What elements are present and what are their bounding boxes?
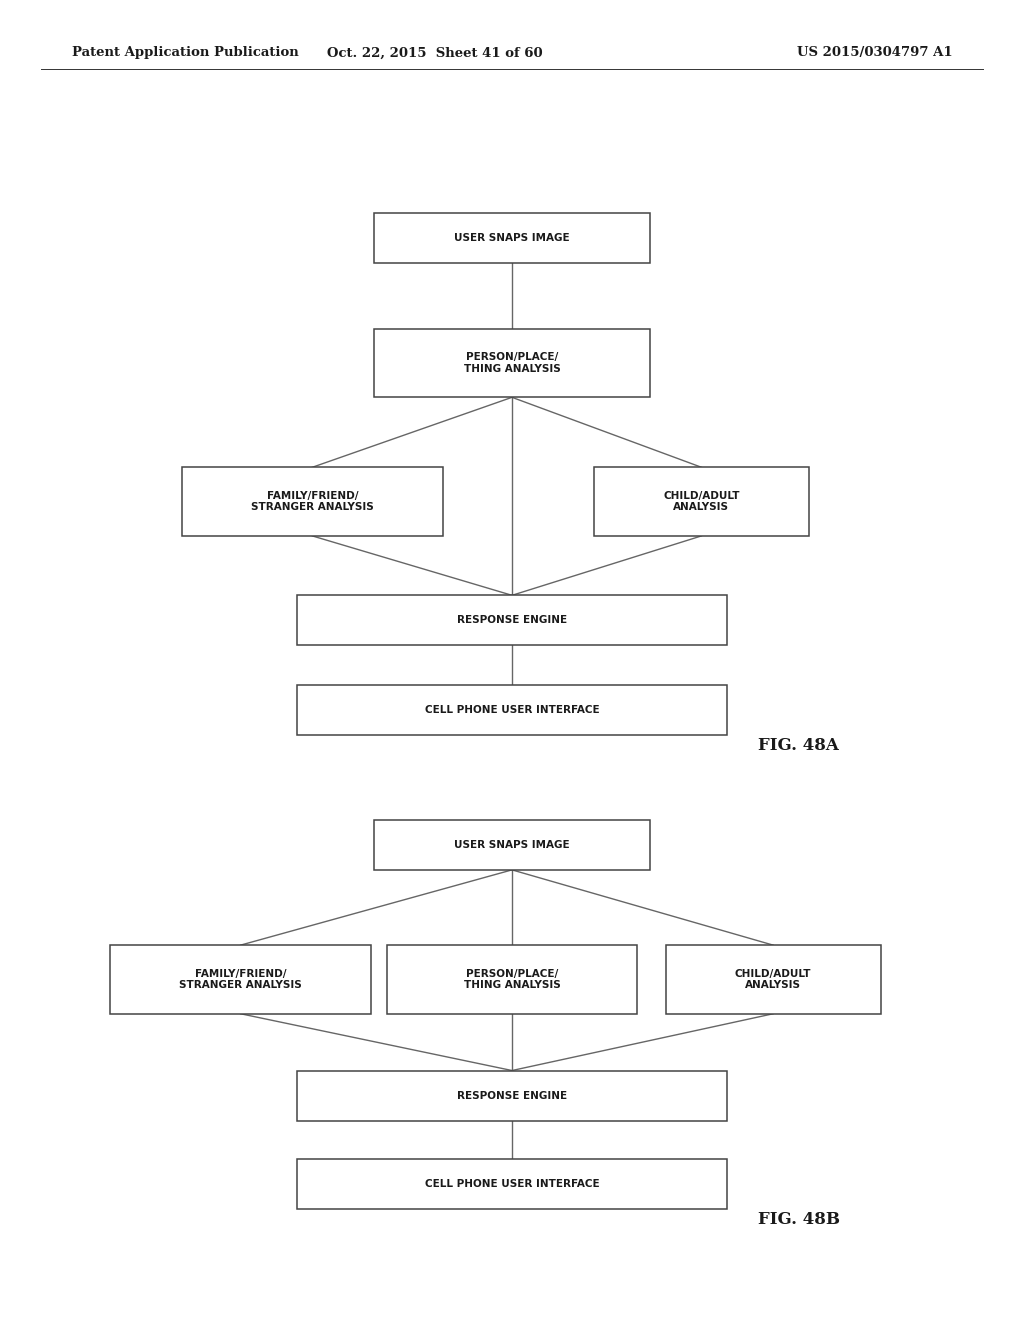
FancyBboxPatch shape: [374, 213, 650, 263]
Text: CHILD/ADULT
ANALYSIS: CHILD/ADULT ANALYSIS: [664, 491, 739, 512]
Text: RESPONSE ENGINE: RESPONSE ENGINE: [457, 1090, 567, 1101]
FancyBboxPatch shape: [182, 467, 442, 536]
FancyBboxPatch shape: [297, 685, 727, 735]
FancyBboxPatch shape: [666, 945, 881, 1014]
FancyBboxPatch shape: [297, 1159, 727, 1209]
FancyBboxPatch shape: [297, 1071, 727, 1121]
Text: FIG. 48B: FIG. 48B: [758, 1212, 840, 1228]
Text: RESPONSE ENGINE: RESPONSE ENGINE: [457, 615, 567, 626]
FancyBboxPatch shape: [297, 595, 727, 645]
FancyBboxPatch shape: [374, 820, 650, 870]
Text: USER SNAPS IMAGE: USER SNAPS IMAGE: [455, 232, 569, 243]
FancyBboxPatch shape: [110, 945, 371, 1014]
FancyBboxPatch shape: [594, 467, 809, 536]
Text: PERSON/PLACE/
THING ANALYSIS: PERSON/PLACE/ THING ANALYSIS: [464, 352, 560, 374]
FancyBboxPatch shape: [374, 329, 650, 397]
Text: FAMILY/FRIEND/
STRANGER ANALYSIS: FAMILY/FRIEND/ STRANGER ANALYSIS: [251, 491, 374, 512]
Text: PERSON/PLACE/
THING ANALYSIS: PERSON/PLACE/ THING ANALYSIS: [464, 969, 560, 990]
Text: USER SNAPS IMAGE: USER SNAPS IMAGE: [455, 840, 569, 850]
Text: FAMILY/FRIEND/
STRANGER ANALYSIS: FAMILY/FRIEND/ STRANGER ANALYSIS: [179, 969, 302, 990]
Text: Patent Application Publication: Patent Application Publication: [72, 46, 298, 59]
FancyBboxPatch shape: [387, 945, 637, 1014]
Text: FIG. 48A: FIG. 48A: [759, 738, 839, 754]
Text: Oct. 22, 2015  Sheet 41 of 60: Oct. 22, 2015 Sheet 41 of 60: [328, 46, 543, 59]
Text: US 2015/0304797 A1: US 2015/0304797 A1: [797, 46, 952, 59]
Text: CELL PHONE USER INTERFACE: CELL PHONE USER INTERFACE: [425, 705, 599, 715]
Text: CELL PHONE USER INTERFACE: CELL PHONE USER INTERFACE: [425, 1179, 599, 1189]
Text: CHILD/ADULT
ANALYSIS: CHILD/ADULT ANALYSIS: [735, 969, 811, 990]
